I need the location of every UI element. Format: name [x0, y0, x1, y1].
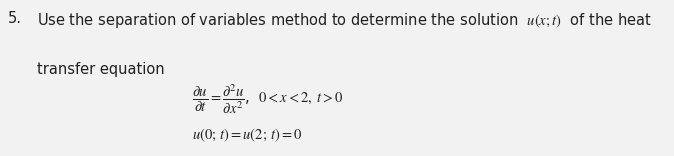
Text: 5.: 5.	[8, 11, 22, 26]
Text: transfer equation: transfer equation	[37, 62, 164, 77]
Text: Use the separation of variables method to determine the solution  $u(x; t)$  of : Use the separation of variables method t…	[37, 11, 652, 30]
Text: $\dfrac{\partial u}{\partial t} = \dfrac{\partial^2 u}{\partial x^2}$,  $0 < x <: $\dfrac{\partial u}{\partial t} = \dfrac…	[192, 83, 344, 116]
Text: $u(0;\, t) = u(2;\, t) = 0$: $u(0;\, t) = u(2;\, t) = 0$	[192, 126, 303, 144]
